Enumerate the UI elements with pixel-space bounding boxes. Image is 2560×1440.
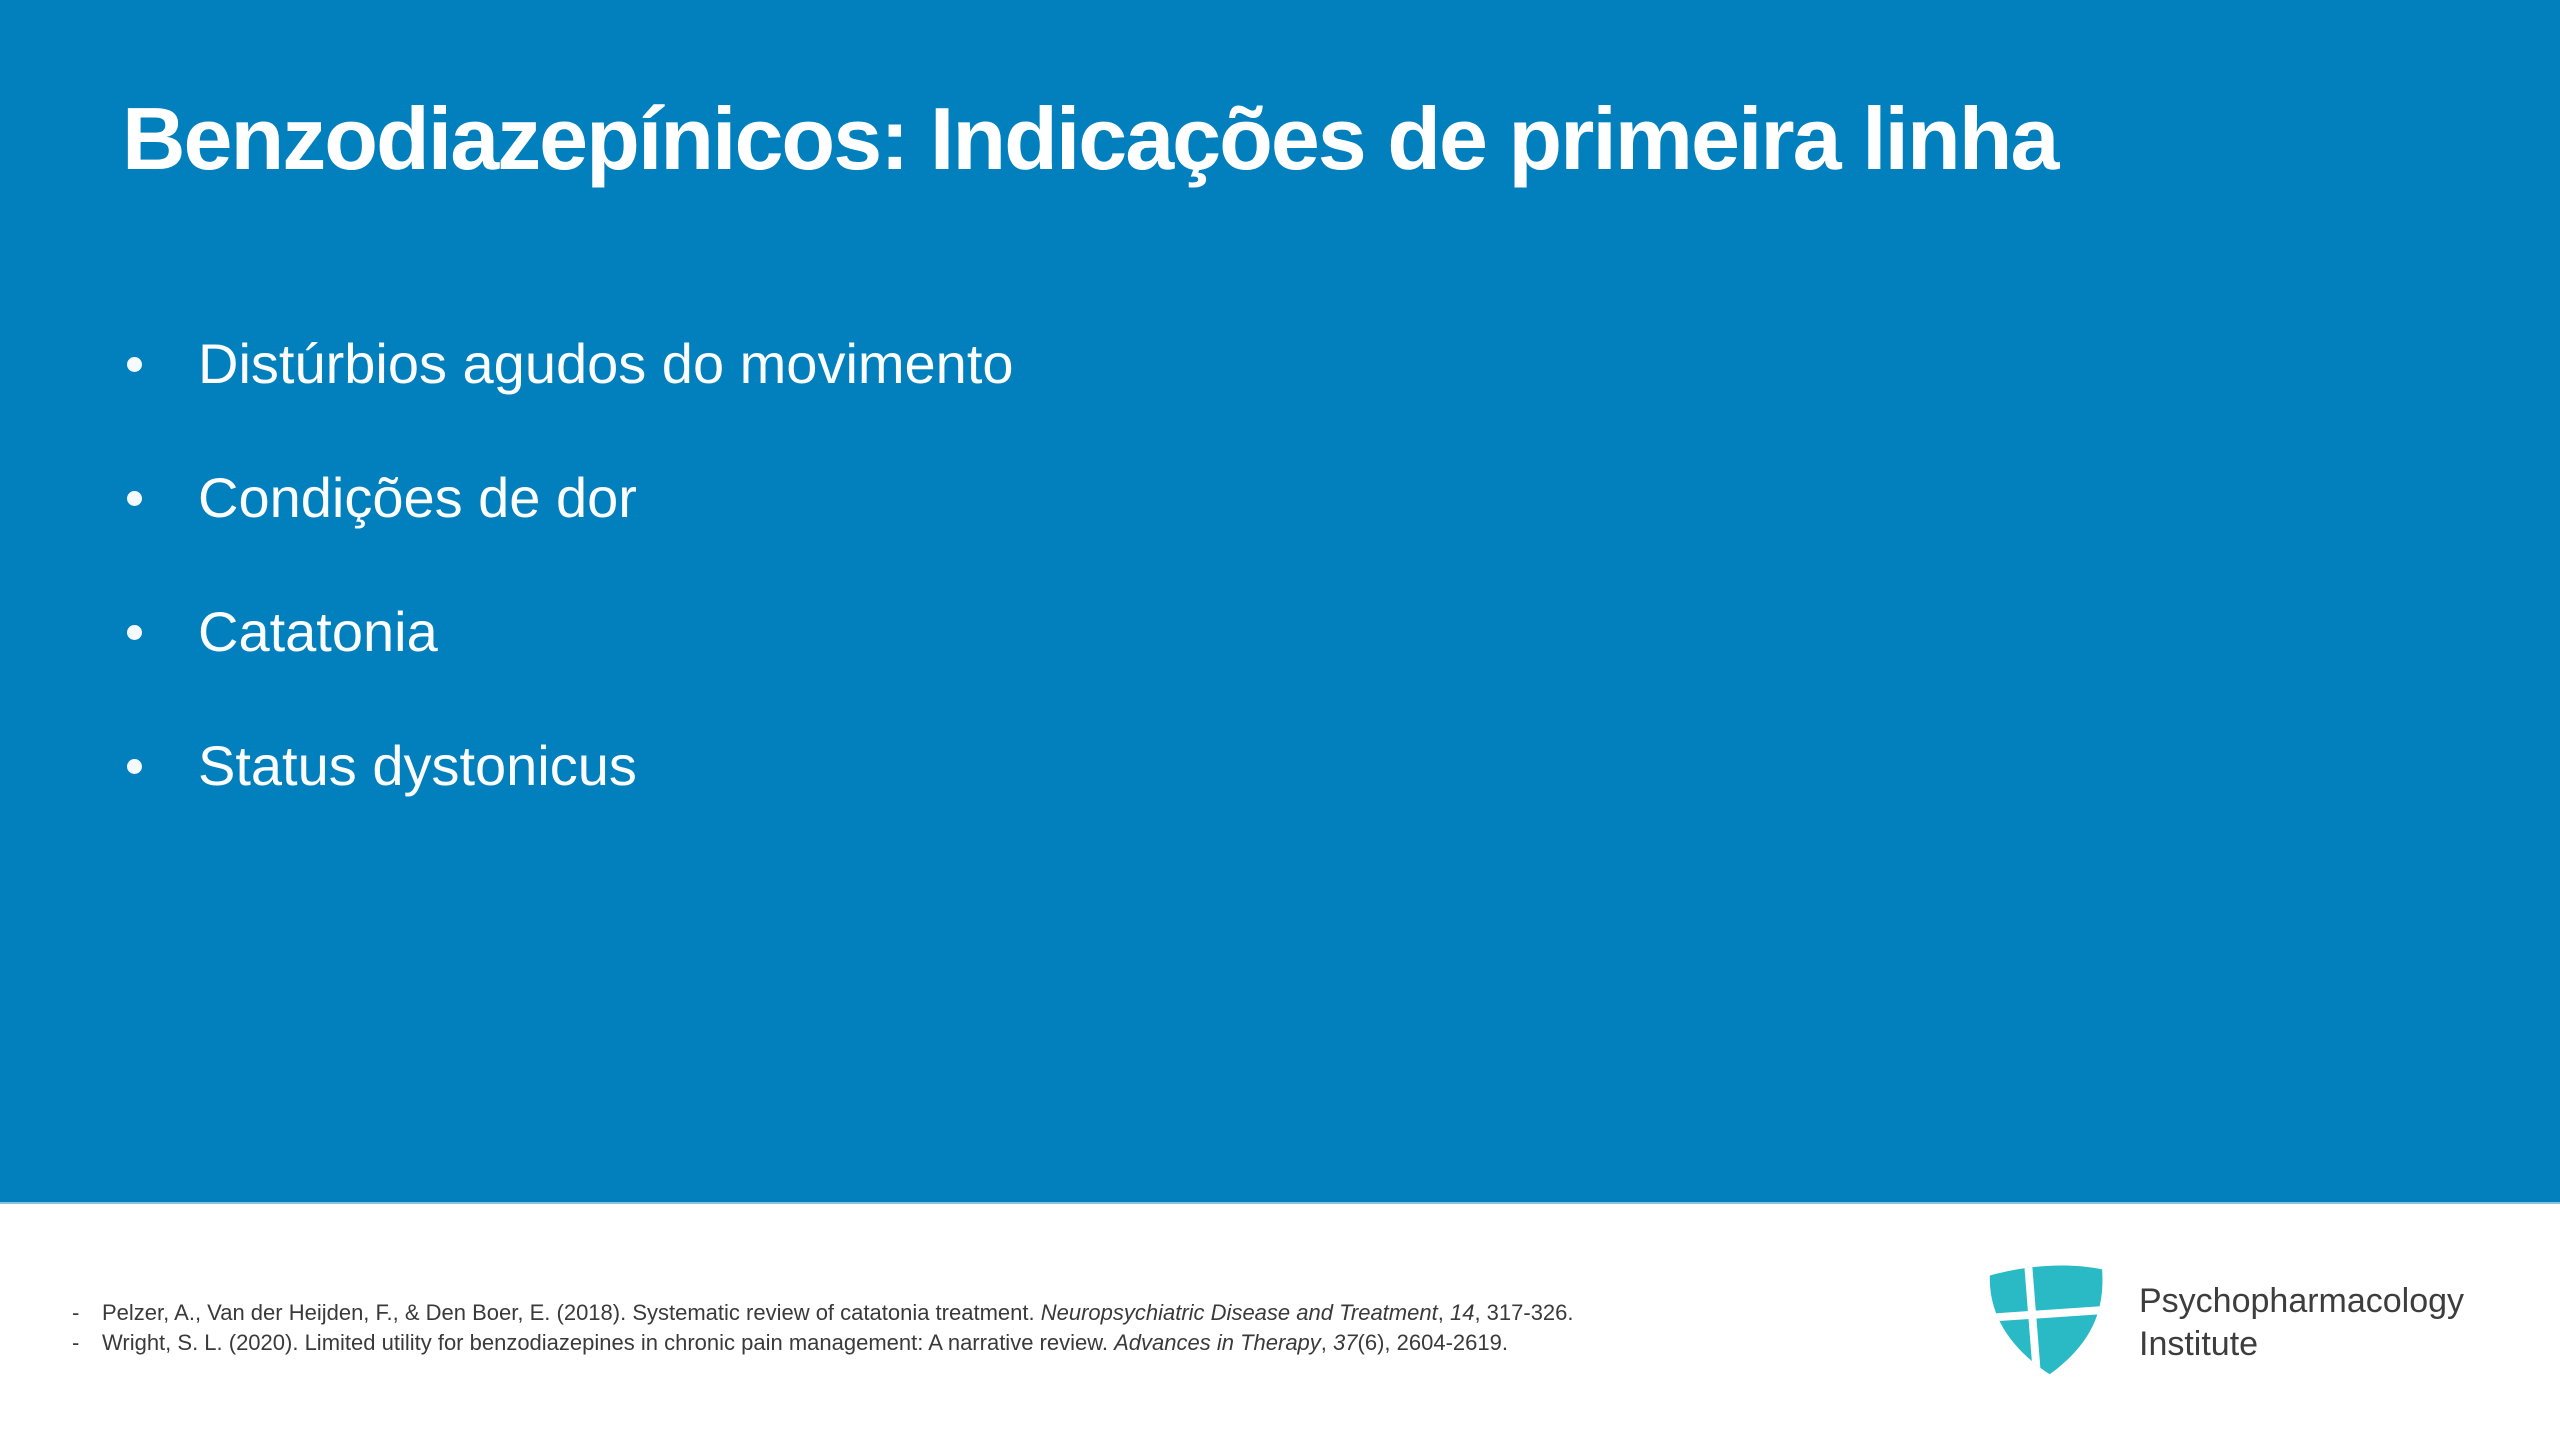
reference-segment: , 317-326. <box>1474 1300 1574 1325</box>
bullet-text: Distúrbios agudos do movimento <box>198 332 1014 395</box>
bullet-text: Status dystonicus <box>198 734 637 797</box>
reference-text: Pelzer, A., Van der Heijden, F., & Den B… <box>102 1298 1574 1328</box>
bullet-text: Catatonia <box>198 600 438 663</box>
reference-item: - Pelzer, A., Van der Heijden, F., & Den… <box>72 1298 1972 1328</box>
bullet-dot-icon <box>127 490 142 506</box>
reference-item: - Wright, S. L. (2020). Limited utility … <box>72 1328 1972 1358</box>
list-item: Status dystonicus <box>122 732 2122 800</box>
bullet-text: Condições de dor <box>198 466 637 529</box>
logo-line2: Institute <box>2139 1325 2259 1363</box>
reference-segment: , <box>1320 1330 1334 1355</box>
journal-volume: 37 <box>1333 1330 1358 1355</box>
shield-icon <box>1989 1265 2103 1375</box>
journal-name: Neuropsychiatric Disease and Treatment <box>1040 1300 1438 1325</box>
bullet-dot-icon <box>127 758 142 774</box>
list-item: Catatonia <box>122 598 2122 666</box>
bullet-list: Distúrbios agudos do movimento Condições… <box>122 330 2122 866</box>
reference-segment: (6), 2604-2619. <box>1357 1330 1508 1355</box>
bullet-dot-icon <box>127 356 142 372</box>
journal-volume: 14 <box>1449 1300 1475 1325</box>
slide-background-panel <box>0 0 2560 1204</box>
journal-name: Advances in Therapy <box>1114 1330 1321 1355</box>
reference-list: - Pelzer, A., Van der Heijden, F., & Den… <box>72 1298 1972 1358</box>
logo-text: Psychopharmacology Institute <box>2139 1280 2464 1366</box>
logo-line1: Psychopharmacology <box>2139 1282 2465 1320</box>
institute-logo: Psychopharmacology Institute <box>1985 1260 2464 1380</box>
reference-marker: - <box>72 1330 80 1355</box>
list-item: Distúrbios agudos do movimento <box>122 330 2122 398</box>
list-item: Condições de dor <box>122 464 2122 532</box>
reference-segment: , <box>1437 1300 1450 1325</box>
bullet-dot-icon <box>127 624 142 640</box>
reference-segment: Pelzer, A., Van der Heijden, F., & Den B… <box>102 1300 1041 1325</box>
reference-marker: - <box>72 1300 80 1325</box>
reference-text: Wright, S. L. (2020). Limited utility fo… <box>102 1328 1508 1358</box>
reference-segment: Wright, S. L. (2020). Limited utility fo… <box>102 1330 1115 1355</box>
page-title: Benzodiazepínicos: Indicações de primeir… <box>122 89 2059 188</box>
